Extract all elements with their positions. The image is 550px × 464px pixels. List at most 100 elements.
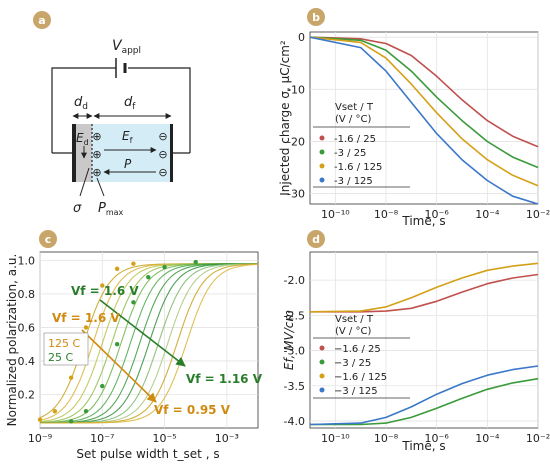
y-tick-label: -20 xyxy=(287,135,305,148)
series-line-4 xyxy=(309,36,539,205)
legend-marker xyxy=(319,163,325,169)
y-tick-label: -4.0 xyxy=(284,415,305,428)
legend-d: Vset / T (V / °C) −1.6 / 25 −3 / 25 −1.6 /… xyxy=(313,314,410,399)
legend-label: -3 / 25 xyxy=(334,148,366,159)
x-tick-label: 10⁻⁸ xyxy=(374,432,399,445)
plus-charge-3: ⊕ xyxy=(92,166,101,179)
legend-label: −3 / 125 xyxy=(334,386,378,397)
right-electrode xyxy=(170,124,173,182)
badge-b xyxy=(307,8,325,26)
y-tick-label: -30 xyxy=(287,188,305,201)
panel-d: d 10⁻¹⁰ 10⁻⁸ 10⁻⁶ 10⁻⁴ 10⁻² -2.0 -2.5 -3.0 -3.5 -… xyxy=(282,230,550,453)
data-point xyxy=(83,409,89,414)
legend-c-box xyxy=(43,332,89,366)
legend-label: -3 / 125 xyxy=(334,176,373,187)
x-tick-label: 10⁻⁶ xyxy=(425,208,450,221)
y-tick-label: 0.2 xyxy=(18,388,36,401)
series-line-1 xyxy=(309,36,539,148)
y-tick-label: -3.0 xyxy=(284,345,305,358)
data-point xyxy=(146,274,151,280)
legend-marker xyxy=(319,359,325,365)
x-tick-label: 10⁻⁸ xyxy=(374,208,399,221)
legend-b-header-2: (V / °C) xyxy=(335,114,371,125)
y-tick-label: -2.0 xyxy=(284,274,305,287)
data-point xyxy=(162,264,167,270)
d-d-label: dd xyxy=(74,95,88,112)
data-point xyxy=(68,419,74,424)
badge-b-label: b xyxy=(312,11,320,24)
legend-label: −1.6 / 125 xyxy=(334,372,387,383)
sigma-label: σ xyxy=(73,201,82,216)
data-point xyxy=(83,325,89,330)
panel-b: b 10⁻¹⁰ 10⁻⁸ 10⁻⁶ 10⁻⁴ 10⁻² 0 -10 -20 -30 Time, … xyxy=(278,8,550,228)
legend-b: Vset / T (V / °C) -1.6 / 25 -3 / 25 -1.6 /… xyxy=(313,102,410,188)
x-tick-label: 10⁻¹⁰ xyxy=(321,432,350,445)
y-tick-label: 1.0 xyxy=(18,254,36,267)
data-point xyxy=(100,383,105,389)
data-point xyxy=(37,417,43,422)
x-tick-label: 10⁻² xyxy=(526,432,550,445)
panel-c: c 10⁻⁹ 10⁻⁷ 10⁻⁵ 10⁻³ 0.2 0.4 0.6 0.8 1.0 Set pu… xyxy=(5,230,263,461)
badge-c xyxy=(39,230,57,248)
data-point xyxy=(193,259,198,265)
data-point xyxy=(114,266,120,271)
p-label: P xyxy=(124,157,132,171)
legend-marker xyxy=(319,177,325,183)
legend-c-125: 125 C xyxy=(48,337,80,350)
minus-charge-1: ⊖ xyxy=(158,130,167,143)
grid-c xyxy=(39,252,258,428)
lines-b xyxy=(309,36,539,205)
y-tick-label: 0 xyxy=(298,31,305,44)
pmax-label: Pmax xyxy=(98,201,124,217)
ylabel-c: Normalized polarization, a.u. xyxy=(5,254,19,427)
data-point xyxy=(100,283,105,288)
ticks-d: 10⁻¹⁰ 10⁻⁸ 10⁻⁶ 10⁻⁴ 10⁻² -2.0 -2.5 -3.0 -3.5 -4.… xyxy=(284,274,550,445)
v-appl-label: Vappl xyxy=(112,38,141,56)
legend-label: -1.6 / 125 xyxy=(334,162,382,173)
left-electrode xyxy=(72,124,76,182)
legend-marker xyxy=(319,149,325,155)
plus-charge-1: ⊕ xyxy=(92,130,101,143)
ann-green-arrow xyxy=(99,299,186,367)
badge-d-label: d xyxy=(312,233,320,246)
ann-green-top: Vf = 1.6 V xyxy=(71,284,139,298)
xlabel-b: Time, s xyxy=(401,214,445,228)
legend-b-header-1: Vset / T xyxy=(335,102,374,113)
data-point xyxy=(68,375,74,380)
x-tick-label: 10⁻⁷ xyxy=(90,432,114,445)
lines-d xyxy=(309,262,539,426)
y-tick-label: 0.4 xyxy=(18,355,36,368)
plus-charge-2: ⊕ xyxy=(92,148,101,161)
x-tick-label: 10⁻⁹ xyxy=(28,432,52,445)
badge-a-label: a xyxy=(38,14,45,27)
e-f-label: Ef xyxy=(122,129,133,145)
y-tick-label: 0.8 xyxy=(18,288,36,301)
ann-orange-top: Vf = 1.6 V xyxy=(52,311,120,325)
legend-d-header-2: (V / °C) xyxy=(335,326,371,337)
grid-b xyxy=(310,32,539,204)
pmax-pointer xyxy=(96,177,105,197)
minus-charge-2: ⊖ xyxy=(158,148,167,161)
y-tick-label: -10 xyxy=(287,83,305,96)
legend-d-header-1: Vset / T xyxy=(335,314,374,325)
y-tick-label: -3.5 xyxy=(284,380,305,393)
grid-d xyxy=(310,252,539,428)
e-d-label: Ed xyxy=(76,131,89,147)
legend-label: −3 / 25 xyxy=(334,358,371,369)
badge-a xyxy=(33,11,51,29)
series-line-2 xyxy=(309,36,539,169)
legend-marker xyxy=(319,345,325,351)
x-tick-label: 10⁻⁵ xyxy=(152,432,176,445)
x-tick-label: 10⁻⁴ xyxy=(475,208,500,221)
series-line-1 xyxy=(310,273,539,313)
x-tick-label: 10⁻² xyxy=(526,208,550,221)
data-point xyxy=(52,409,58,414)
legend-c-25: 25 C xyxy=(48,351,73,364)
panel-a: a Vappl dd df Ed ⊕ ⊕ ⊕ ⊖ ⊖ ⊖ Ef P σ xyxy=(33,11,191,217)
ticks-c: 10⁻⁹ 10⁻⁷ 10⁻⁵ 10⁻³ 0.2 0.4 0.6 0.8 1.0 xyxy=(18,254,239,445)
fit-curve xyxy=(40,263,259,424)
y-tick-label: -2.5 xyxy=(284,309,305,322)
series-line-3 xyxy=(309,262,539,313)
legend-marker xyxy=(319,387,325,393)
legend-marker xyxy=(319,135,325,141)
